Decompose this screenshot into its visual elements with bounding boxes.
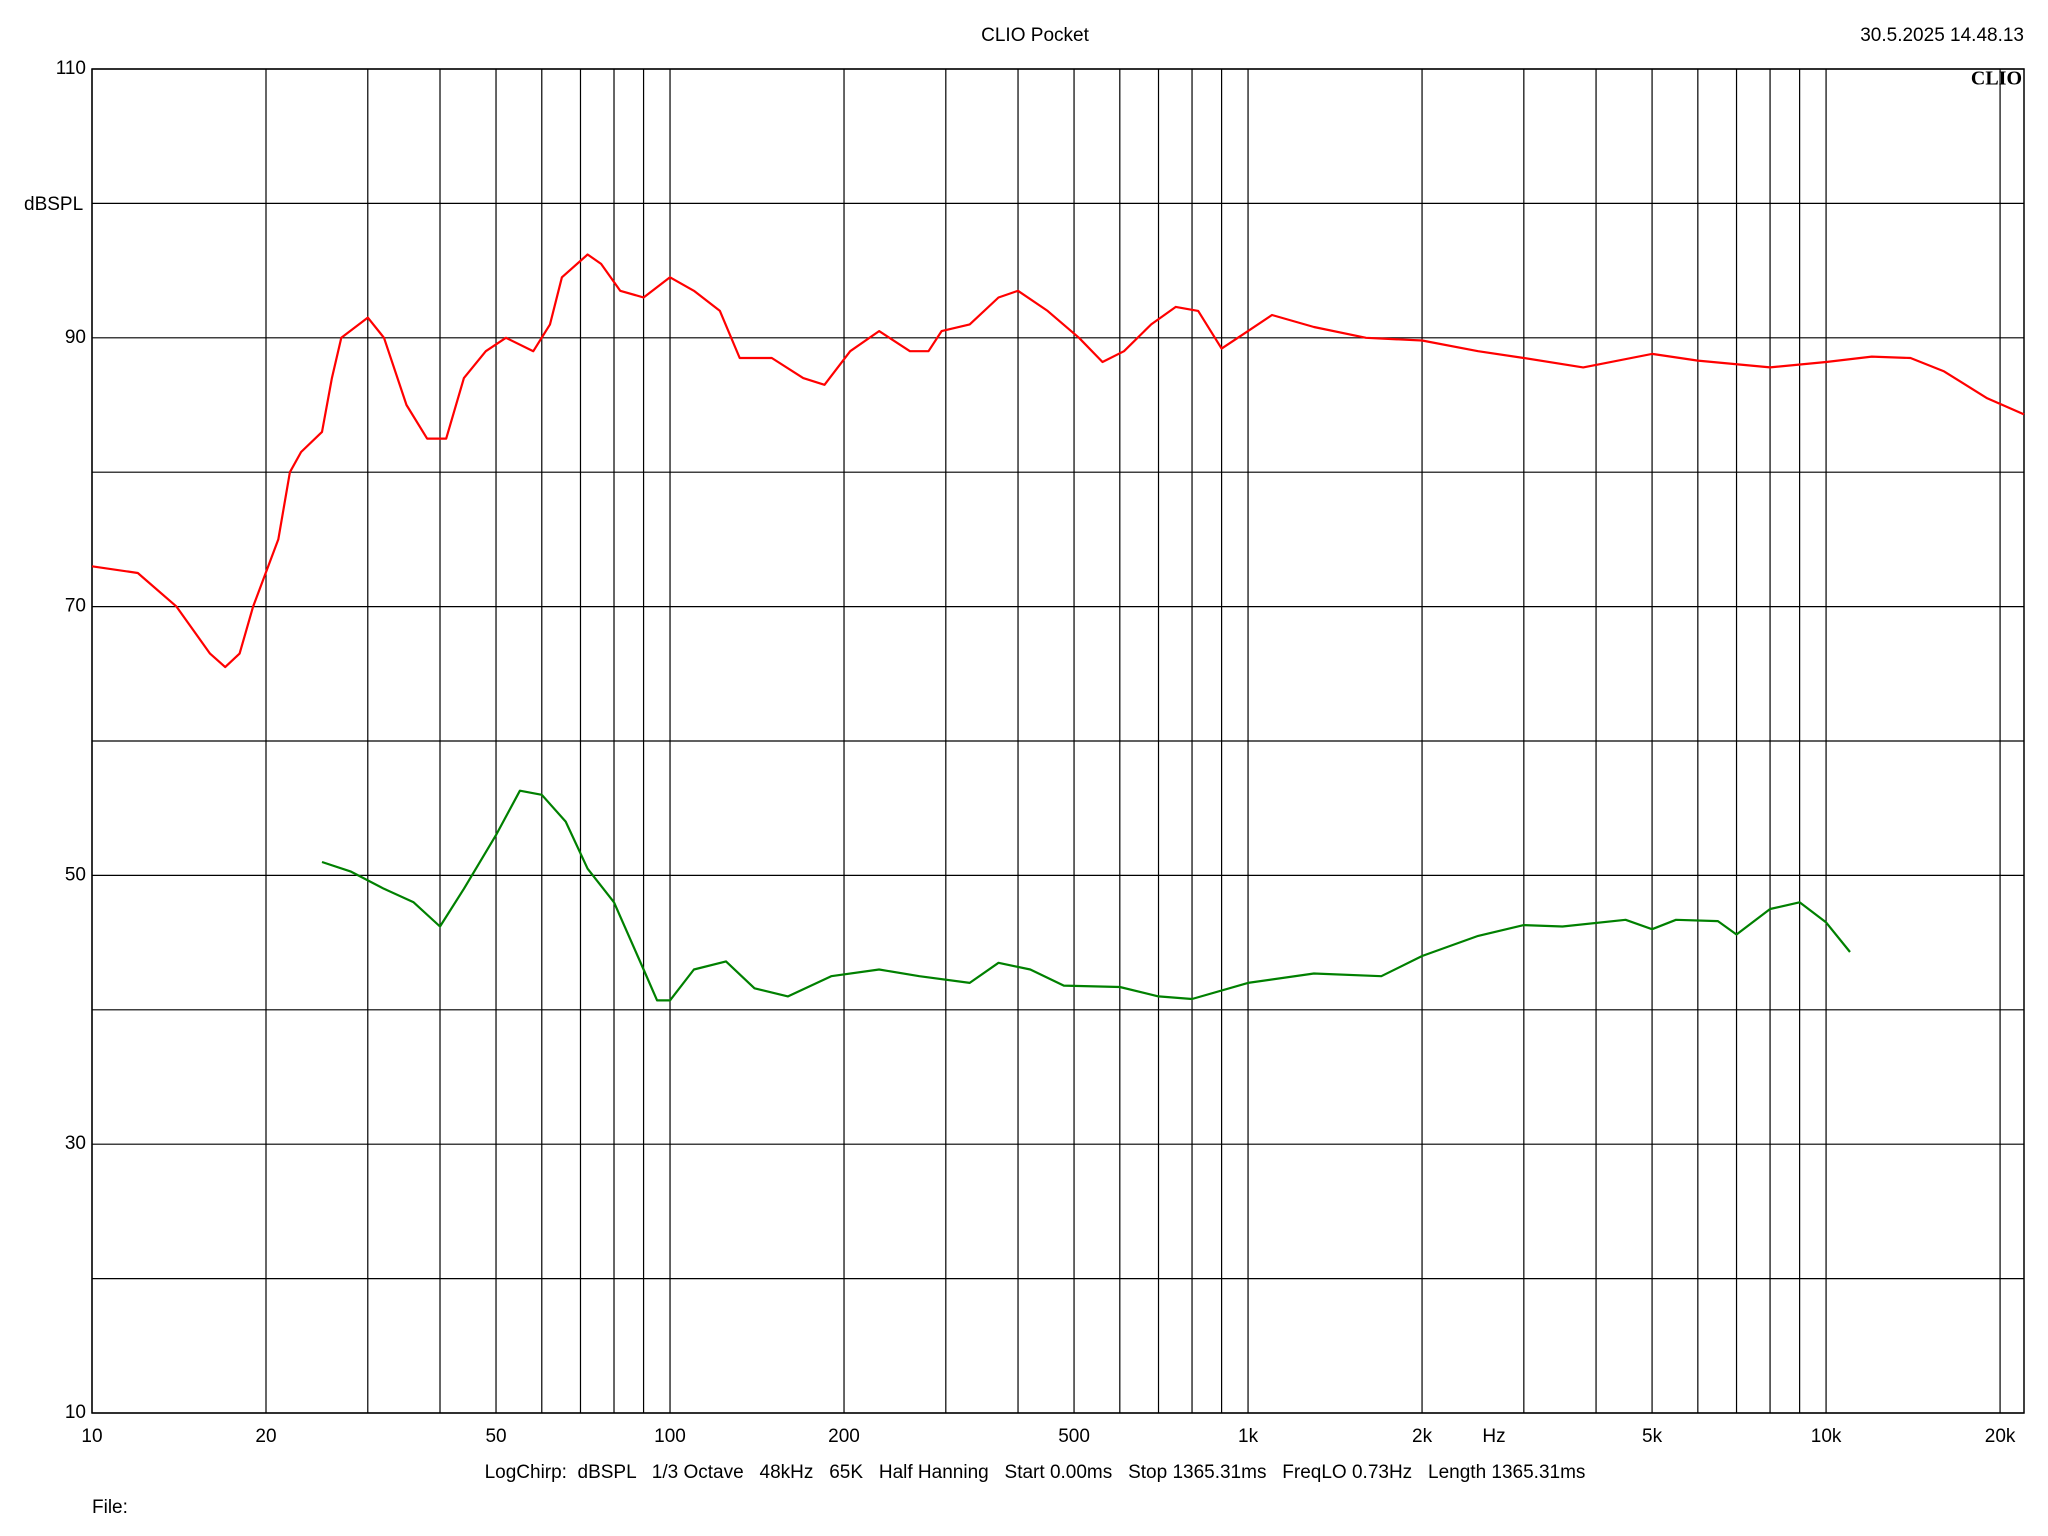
y-tick-label: 90 — [65, 327, 86, 348]
x-tick-label: 20k — [1985, 1426, 2016, 1447]
x-tick-label: 100 — [654, 1426, 686, 1447]
y-tick-label: 50 — [65, 864, 86, 885]
y-tick-label: 70 — [65, 596, 86, 617]
timestamp: 30.5.2025 14.48.13 — [1860, 25, 2024, 46]
file-label: File: — [92, 1497, 128, 1518]
chart-title: CLIO Pocket — [981, 25, 1089, 46]
series-line — [321, 789, 1851, 1002]
footer: LogChirp: dBSPL 1/3 Octave 48kHz 65K Hal… — [485, 1462, 1586, 1483]
x-tick-label: 10k — [1811, 1426, 1842, 1447]
x-tick-label: 50 — [485, 1426, 506, 1447]
logo: CLIO — [1971, 68, 2022, 90]
x-axis-label: Hz — [1482, 1426, 1505, 1447]
x-tick-label: 20 — [255, 1426, 276, 1447]
x-tick-label: 2k — [1412, 1426, 1433, 1447]
x-tick-label: 500 — [1058, 1426, 1090, 1447]
y-tick-label: 30 — [65, 1133, 86, 1154]
y-tick-label: 10 — [65, 1402, 86, 1423]
x-tick-label: 1k — [1238, 1426, 1259, 1447]
y-tick-label: 110 — [56, 58, 86, 79]
x-tick-label: 5k — [1642, 1426, 1663, 1447]
x-tick-label: 10 — [81, 1426, 102, 1447]
x-tick-label: 200 — [828, 1426, 860, 1447]
y-axis-label: dBSPL — [24, 194, 83, 215]
series-line — [91, 253, 2025, 669]
